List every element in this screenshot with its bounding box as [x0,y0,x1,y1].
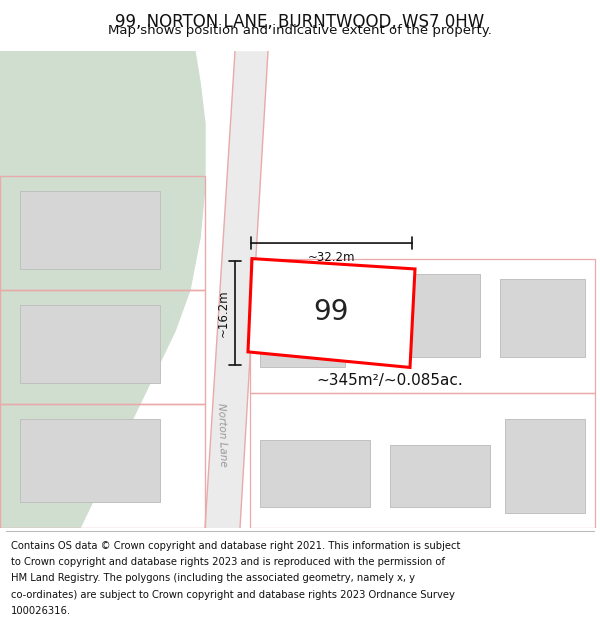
Text: 99, NORTON LANE, BURNTWOOD, WS7 0HW: 99, NORTON LANE, BURNTWOOD, WS7 0HW [115,12,485,31]
Text: Map shows position and indicative extent of the property.: Map shows position and indicative extent… [108,24,492,37]
Text: to Crown copyright and database rights 2023 and is reproduced with the permissio: to Crown copyright and database rights 2… [11,557,445,567]
Bar [390,445,490,508]
Bar [20,419,160,502]
Text: ~345m²/~0.085ac.: ~345m²/~0.085ac. [317,372,463,388]
Bar [365,274,480,357]
Bar [500,279,585,357]
Text: ~16.2m: ~16.2m [217,289,230,337]
Polygon shape [0,51,205,528]
Bar [20,191,160,269]
Bar [260,274,345,368]
Text: co-ordinates) are subject to Crown copyright and database rights 2023 Ordnance S: co-ordinates) are subject to Crown copyr… [11,589,455,599]
Polygon shape [248,259,415,368]
Text: Contains OS data © Crown copyright and database right 2021. This information is : Contains OS data © Crown copyright and d… [11,541,460,551]
Text: HM Land Registry. The polygons (including the associated geometry, namely x, y: HM Land Registry. The polygons (includin… [11,573,415,583]
Polygon shape [205,51,268,528]
Bar [260,440,370,508]
Text: 100026316.: 100026316. [11,606,71,616]
Text: Norton Lane: Norton Lane [216,402,228,467]
Bar [505,419,585,512]
Bar [20,305,160,383]
Text: 99: 99 [314,298,349,326]
Text: ~32.2m: ~32.2m [308,251,355,264]
